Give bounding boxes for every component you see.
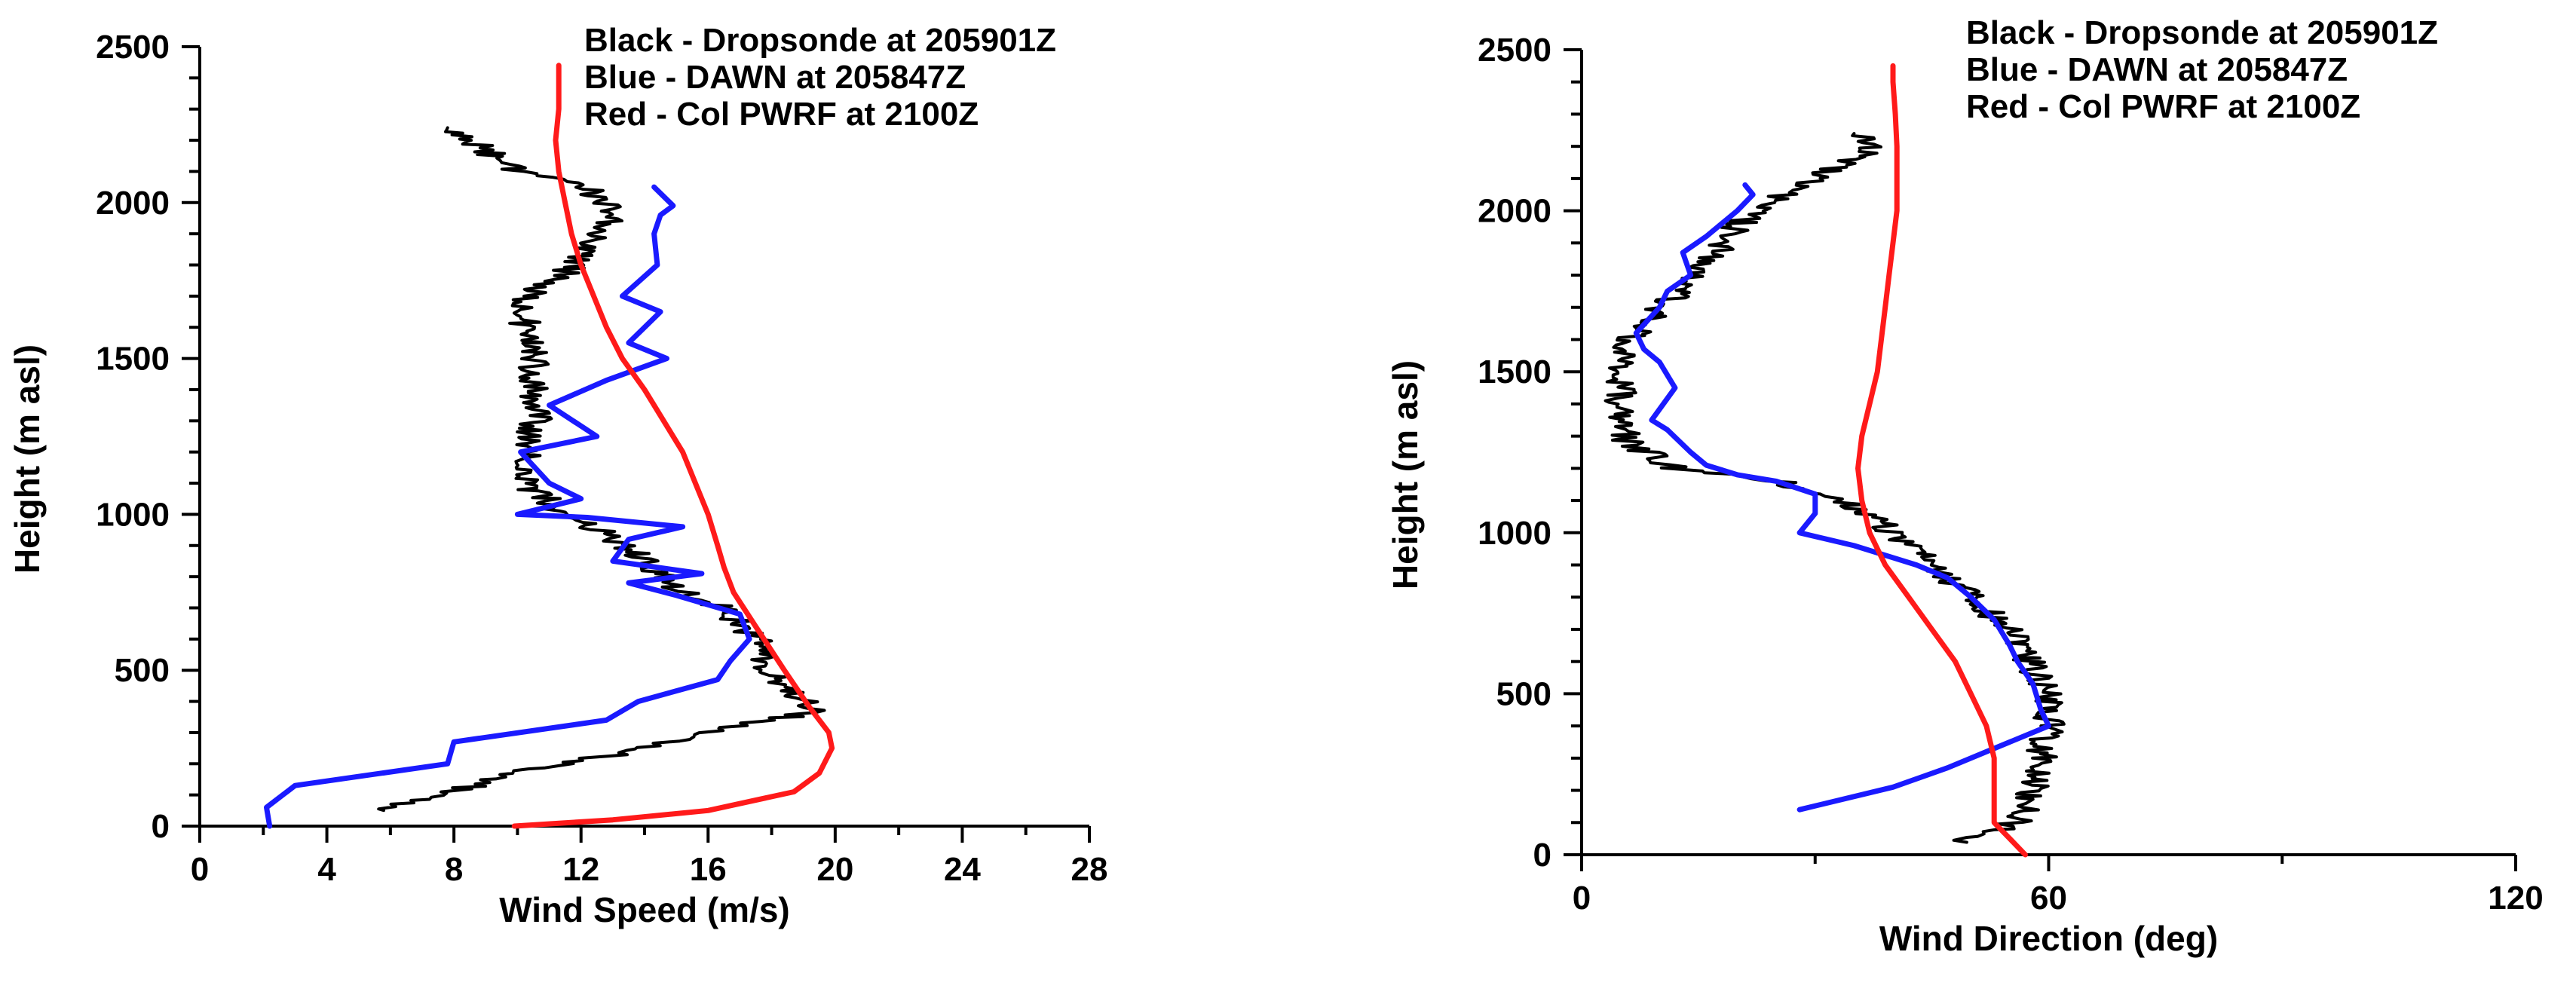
x-axis-title: Wind Direction (deg) xyxy=(1879,919,2218,958)
y-tick-label: 1000 xyxy=(1478,515,1551,552)
legend-entry: Blue - DAWN at 205847Z xyxy=(1966,51,2348,88)
y-tick-label: 500 xyxy=(115,652,170,689)
x-axis-title: Wind Speed (m/s) xyxy=(499,890,790,929)
y-tick-label: 1500 xyxy=(96,341,170,378)
legend-entry: Black - Dropsonde at 205901Z xyxy=(1966,14,2438,51)
y-tick-label: 1000 xyxy=(96,496,170,533)
pwrf-line xyxy=(511,63,835,829)
legend-entry: Red - Col PWRF at 2100Z xyxy=(1966,88,2360,125)
y-tick-label: 1500 xyxy=(1478,354,1551,390)
x-tick-label: 20 xyxy=(816,851,853,888)
dawn-line xyxy=(1633,182,2051,813)
y-tick-label: 2000 xyxy=(96,185,170,222)
x-tick-label: 0 xyxy=(191,851,209,888)
dropsonde-line xyxy=(377,126,826,813)
x-tick-label: 24 xyxy=(944,851,981,888)
dawn-line xyxy=(264,184,752,829)
y-tick-label: 2500 xyxy=(96,29,170,66)
y-tick-label: 2000 xyxy=(1478,193,1551,230)
y-tick-label: 2500 xyxy=(1478,32,1551,69)
x-tick-label: 12 xyxy=(562,851,599,888)
legend-entry: Black - Dropsonde at 205901Z xyxy=(584,22,1056,59)
dropsonde-line xyxy=(1603,132,2066,844)
y-tick-label: 0 xyxy=(152,808,170,845)
x-tick-label: 16 xyxy=(690,851,727,888)
wind-direction-panel: 0 500 1000 1500 2000 2500 0 60 120 Wind Direction… xyxy=(1386,14,2544,958)
pwrf-line xyxy=(1855,63,2028,858)
x-tick-label: 28 xyxy=(1071,851,1108,888)
legend-entry: Red - Col PWRF at 2100Z xyxy=(584,96,979,133)
wind-speed-panel: 0 500 1000 1500 2000 2500 0 4 8 12 16 20 24 28 Wind Sp… xyxy=(8,22,1107,929)
y-axis-title: Height (m asl) xyxy=(1386,360,1425,589)
y-tick-label: 500 xyxy=(1496,675,1551,712)
x-tick-label: 8 xyxy=(445,851,463,888)
x-tick-label: 4 xyxy=(317,851,336,888)
legend-entry: Blue - DAWN at 205847Z xyxy=(584,59,966,96)
x-tick-label: 60 xyxy=(2030,880,2067,917)
y-axis-title: Height (m asl) xyxy=(8,344,47,574)
x-tick-label: 0 xyxy=(1573,880,1591,917)
x-tick-label: 120 xyxy=(2488,880,2543,917)
y-tick-label: 0 xyxy=(1533,837,1551,874)
